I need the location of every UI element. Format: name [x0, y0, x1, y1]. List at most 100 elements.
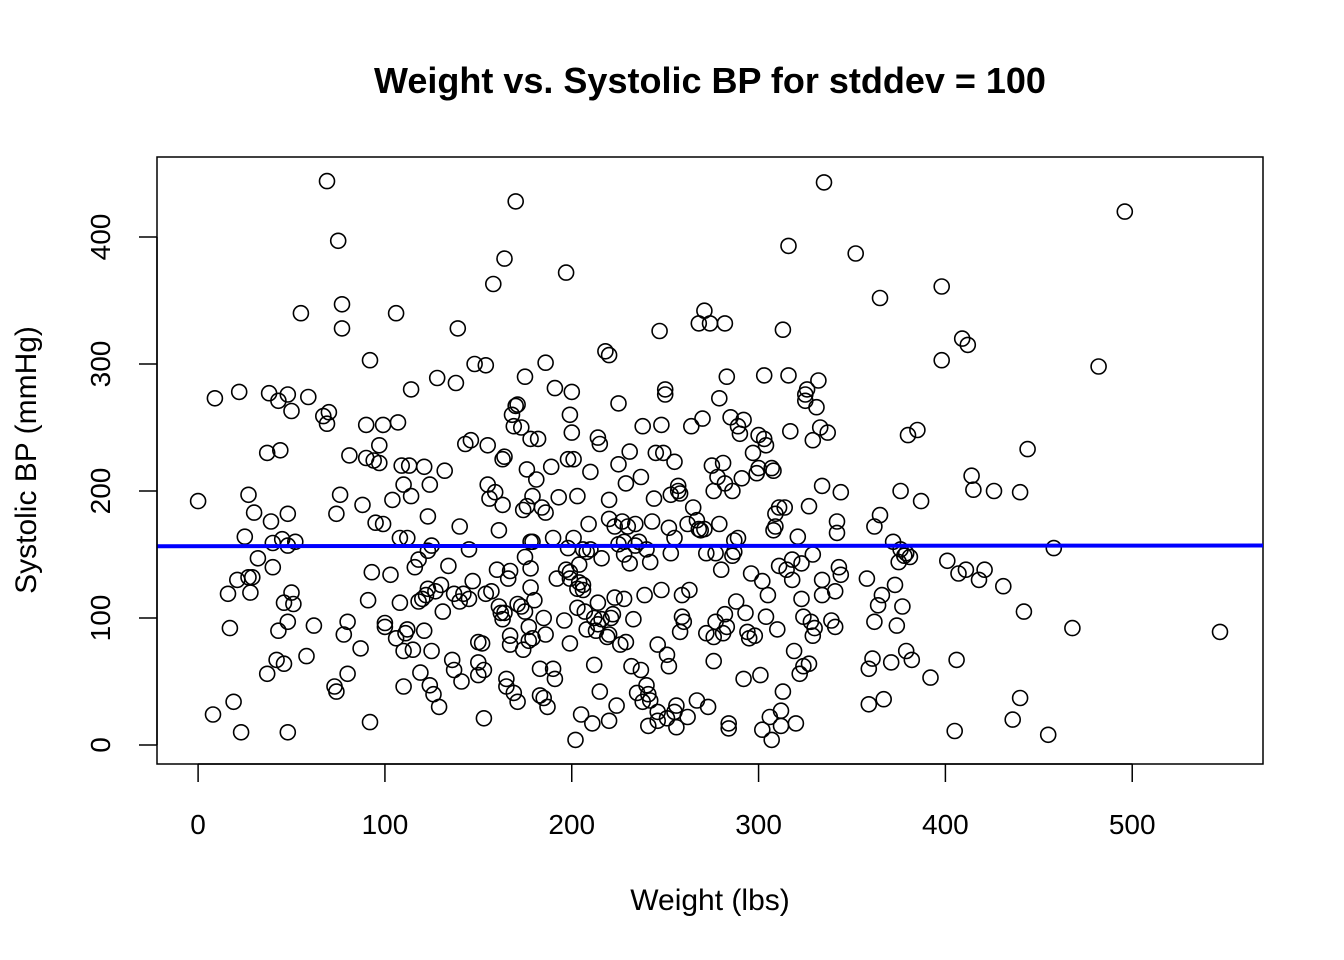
- data-point: [524, 487, 541, 505]
- data-point: [204, 706, 222, 723]
- data-point: [479, 436, 497, 454]
- data-point: [781, 422, 799, 440]
- data-point: [675, 613, 693, 631]
- data-point: [477, 356, 495, 374]
- data-point: [598, 628, 616, 646]
- data-point: [832, 483, 850, 501]
- data-point: [716, 605, 734, 623]
- data-point: [871, 506, 889, 524]
- data-point: [382, 566, 399, 584]
- data-point: [994, 577, 1012, 595]
- data-point: [567, 731, 584, 749]
- data-point: [486, 483, 504, 501]
- data-point: [516, 368, 534, 386]
- data-point: [666, 453, 683, 471]
- data-point: [412, 664, 429, 681]
- data-point: [755, 367, 773, 384]
- data-point: [610, 395, 627, 412]
- data-point: [363, 563, 381, 581]
- data-point: [638, 676, 655, 694]
- data-point: [608, 697, 625, 714]
- data-point: [305, 617, 323, 634]
- data-point: [483, 582, 500, 600]
- data-point: [712, 561, 730, 579]
- data-point: [492, 604, 510, 622]
- data-point: [415, 458, 433, 476]
- data-point: [638, 541, 655, 558]
- data-point: [933, 351, 951, 369]
- data-point: [462, 431, 480, 449]
- data-point: [537, 504, 554, 521]
- data-point: [376, 614, 394, 632]
- data-point: [626, 515, 644, 533]
- data-point: [714, 454, 732, 472]
- data-point: [512, 419, 530, 436]
- data-point: [649, 636, 667, 653]
- data-point: [690, 520, 708, 538]
- data-point: [946, 722, 964, 740]
- data-point: [529, 430, 547, 448]
- data-point: [780, 237, 797, 255]
- data-point: [522, 430, 539, 448]
- data-point: [279, 386, 297, 403]
- data-point: [283, 402, 300, 420]
- data-point: [1090, 358, 1107, 375]
- y-tick-label: 0: [85, 737, 116, 753]
- y-tick-label: 100: [85, 595, 116, 642]
- data-point: [318, 172, 336, 190]
- data-point: [1064, 619, 1081, 637]
- data-point: [443, 651, 461, 669]
- data-point: [656, 386, 674, 403]
- data-point: [507, 397, 525, 415]
- data-point: [621, 443, 639, 460]
- data-point: [1015, 603, 1033, 620]
- x-axis: 0 100 200 300 400 500: [190, 763, 1156, 840]
- data-point: [580, 515, 597, 533]
- data-point: [858, 570, 876, 587]
- data-point: [800, 497, 818, 515]
- data-point: [589, 594, 607, 612]
- data-point: [819, 424, 837, 441]
- data-point: [1011, 689, 1029, 707]
- data-point: [520, 618, 538, 636]
- data-point: [505, 417, 523, 435]
- data-point: [625, 610, 642, 628]
- data-point: [262, 513, 280, 530]
- data-point: [591, 435, 609, 453]
- data-point: [555, 612, 573, 629]
- data-point: [531, 687, 549, 704]
- data-point: [318, 415, 336, 433]
- data-point: [806, 619, 823, 637]
- data-point: [574, 541, 592, 558]
- data-point: [496, 604, 513, 622]
- data-point: [653, 581, 670, 599]
- data-point: [606, 589, 624, 606]
- data-point: [339, 665, 356, 683]
- data-point: [494, 450, 511, 468]
- data-point: [679, 708, 696, 726]
- data-point: [632, 661, 650, 679]
- data-point: [542, 458, 560, 476]
- data-point: [912, 492, 930, 510]
- data-point: [279, 505, 297, 523]
- data-point: [569, 487, 586, 505]
- data-point: [419, 508, 437, 525]
- data-point: [901, 548, 919, 566]
- data-point: [582, 463, 599, 481]
- data-point: [473, 635, 491, 652]
- data-point: [189, 492, 207, 510]
- data-point: [286, 533, 304, 551]
- data-point: [320, 403, 338, 421]
- data-point: [453, 673, 470, 690]
- data-point: [1019, 440, 1036, 458]
- data-point: [283, 584, 300, 601]
- data-point: [455, 585, 472, 603]
- data-point: [776, 499, 794, 516]
- data-point: [225, 693, 242, 711]
- data-point: [1045, 539, 1063, 557]
- data-point: [815, 174, 833, 191]
- data-point: [550, 488, 568, 506]
- data-point: [275, 655, 293, 673]
- data-point: [230, 383, 248, 401]
- data-point: [735, 670, 752, 688]
